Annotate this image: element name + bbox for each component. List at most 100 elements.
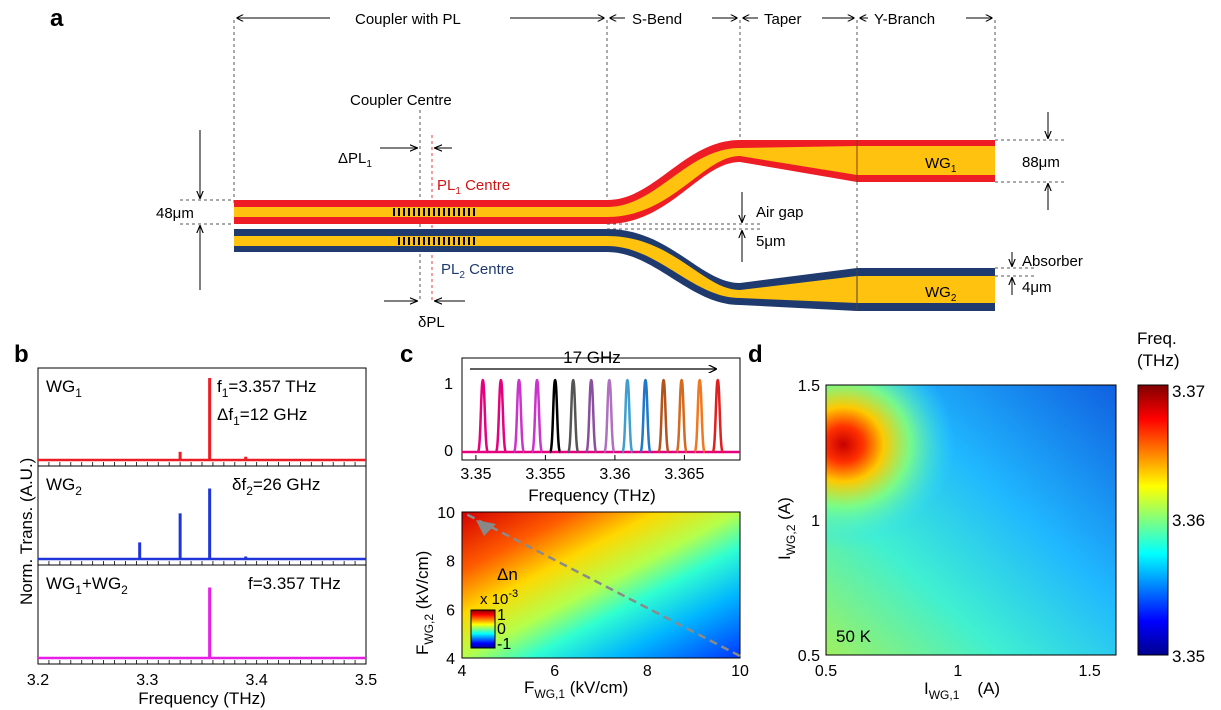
d-xtick-label: 0.5 [815, 663, 837, 680]
c-bottom-ytick-label: 10 [437, 505, 455, 522]
d-cbar-tick-3.36: 3.36 [1172, 511, 1205, 530]
panel-b-xticks: 3.2 3.3 3.4 3.5 [27, 672, 377, 689]
comb-peak [530, 378, 544, 454]
delta-pl-label: δPL [418, 314, 445, 331]
panel-c-bottom-xticks: 4 6 8 10 [458, 663, 749, 680]
panel-c-cbar-title: Δn [497, 565, 518, 584]
panel-b-xlabel: Frequency (THz) [138, 689, 266, 708]
c-top-xtick-label: 3.355 [525, 466, 565, 483]
panel-c-bottom-xlabel: FWG,1 (kV/cm) [524, 678, 628, 701]
d-xtick-label: 1.5 [1079, 663, 1101, 680]
coupler-centre-label: Coupler Centre [350, 92, 452, 109]
panel-b-xtick-label: 3.4 [246, 672, 268, 689]
section-dividers [233, 20, 996, 302]
panel-d-cbar-title-1: Freq. [1137, 329, 1177, 348]
c-bottom-ytick-label: 6 [446, 602, 455, 619]
panel-b-plot [37, 378, 367, 664]
panel-d-ylabel: IWG,2 (A) [775, 497, 798, 560]
comb-peak [476, 378, 490, 454]
c-top-xtick-label: 3.36 [599, 466, 630, 483]
panel-d-axes [825, 384, 1117, 656]
air-gap-guides [607, 223, 760, 230]
panel-d-xticks: 0.5 1 1.5 [815, 663, 1101, 680]
absorber-label: Absorber [1022, 253, 1083, 270]
c-top-ytick-1: 1 [444, 376, 453, 393]
d-ytick-label: 0.5 [798, 648, 820, 665]
height-guides [180, 199, 234, 225]
panel-c-colorbar [470, 609, 496, 649]
panel-c-top-xlabel: Frequency (THz) [528, 486, 656, 505]
grating-2 [398, 237, 475, 245]
comb-peak [494, 378, 508, 454]
d-ytick-label: 1 [811, 513, 820, 530]
section-ybranch-label: Y-Branch [874, 11, 935, 28]
panel-c-bottom-yticks: 4 6 8 10 [437, 505, 455, 668]
c-top-ytick-0: 0 [444, 443, 453, 460]
pl1-centre-label: PL1 Centre [437, 177, 510, 197]
panel-b-xtick-label: 3.3 [136, 672, 158, 689]
panel-a-label: a [50, 5, 64, 32]
trace2-name: WG2 [46, 475, 82, 498]
panel-c: c 17 GHz 1 0 3.35 3.355 3.36 3.365 Frequenc… [400, 341, 749, 701]
c-top-xtick-label: 3.365 [664, 466, 704, 483]
panel-d-heatmap-hotspot [826, 385, 1116, 655]
section-sbend-label: S-Bend [632, 11, 682, 28]
wg2-label: WG2 [925, 284, 957, 304]
trace1-name: WG1 [46, 377, 82, 400]
panel-b-xtick-label: 3.5 [355, 672, 377, 689]
comb-peak [585, 378, 598, 454]
panel-c-bottom-axes [461, 511, 741, 659]
comb-peak [566, 378, 580, 454]
absorber-value: 4μm [1022, 279, 1051, 296]
panel-d-xlabel: IWG,1 (A) [924, 679, 1000, 702]
panel-c-arrowhead [476, 520, 496, 536]
comb-peak [639, 378, 652, 454]
absorber-guides [995, 267, 1035, 277]
panel-c-cbar-scale: x 10-3 [480, 588, 518, 608]
comb-peak [657, 378, 670, 454]
panel-b-xtick-label: 3.2 [27, 672, 49, 689]
panel-d-colorbar [1137, 384, 1169, 656]
c-cbar-tick-1: 1 [497, 607, 506, 624]
c-bottom-ytick-label: 8 [446, 554, 455, 571]
height-label: 48μm [156, 205, 194, 222]
panel-c-top-xticks: 3.35 3.355 3.36 3.365 [460, 455, 705, 483]
panel-d: d 50 K 0.5 1 1.5 0.5 1 1.5 IWG,1 (A) IWG,2 (A… [748, 329, 1205, 702]
panel-c-top-axes [461, 357, 741, 461]
d-xtick-label: 1 [953, 663, 962, 680]
panel-c-label: c [400, 341, 413, 368]
air-gap-value: 5μm [756, 233, 785, 250]
delta-pl1-label: ΔPL1 [338, 150, 372, 170]
c-bottom-ytick-label: 4 [446, 651, 455, 668]
panel-a: a Coupler with PL S-Bend Taper Y-Branch … [50, 5, 1083, 331]
trace2-ann: δf2=26 GHz [232, 475, 320, 498]
panel-d-yticks: 0.5 1 1.5 [798, 378, 820, 665]
panel-c-top-plot [462, 378, 740, 454]
trace1-ann-f1: f1=3.357 THz [217, 377, 316, 400]
d-cbar-tick-3.37: 3.37 [1172, 382, 1205, 401]
span-label: 17 GHz [563, 348, 621, 367]
c-top-xtick-label: 3.35 [460, 466, 491, 483]
section-coupler-label: Coupler with PL [355, 11, 461, 28]
comb-peak [512, 378, 526, 454]
c-bottom-xtick-label: 6 [550, 663, 559, 680]
section-taper-label: Taper [764, 11, 802, 28]
panel-d-cbar-title-2: (THz) [1137, 351, 1179, 370]
panel-b-label: b [14, 341, 29, 368]
waveguide-1-core [234, 146, 995, 217]
grating-1 [393, 208, 475, 216]
panel-b-axes [37, 367, 367, 665]
comb-peak [693, 378, 706, 454]
c-cbar-tick-m1: -1 [497, 636, 511, 653]
waveguide-2-core [234, 236, 995, 303]
pl2-centre-label: PL2 Centre [441, 261, 514, 281]
panel-d-temp-label: 50 K [836, 627, 872, 646]
c-bottom-xtick-label: 8 [643, 663, 652, 680]
wg-width-label: 88μm [1022, 154, 1060, 171]
air-gap-label: Air gap [756, 204, 804, 221]
panel-b: b Norm. Trans. (A.U.) WG1 f1=3.357 THz Δ… [14, 341, 377, 708]
wg1-label: WG1 [925, 155, 957, 175]
trace1-ann-df1: Δf1=12 GHz [217, 405, 307, 428]
comb-peak [548, 378, 562, 454]
